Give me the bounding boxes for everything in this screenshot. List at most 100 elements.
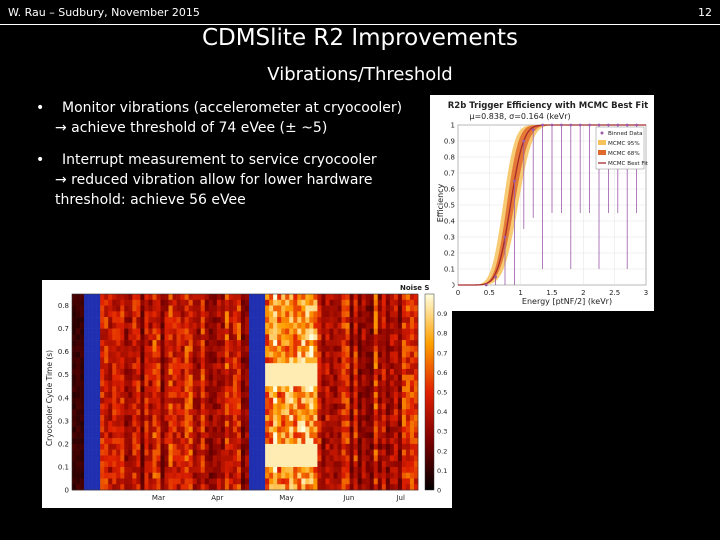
heatmap-cell bbox=[240, 357, 246, 364]
heatmap-cell bbox=[100, 397, 105, 404]
heatmap-cell bbox=[180, 305, 185, 312]
heatmap-cell bbox=[361, 363, 366, 370]
heatmap-cell bbox=[172, 374, 177, 381]
heatmap-cell bbox=[160, 334, 165, 341]
heatmap-cell bbox=[240, 380, 246, 387]
heatmap-cell bbox=[108, 420, 113, 427]
heatmap-cell bbox=[253, 351, 258, 358]
heatmap-cell bbox=[349, 340, 354, 347]
heatmap-cell bbox=[236, 415, 242, 422]
heatmap-cell bbox=[236, 443, 242, 450]
heatmap-cell bbox=[345, 368, 350, 376]
heatmap-cell bbox=[397, 345, 403, 352]
heatmap-cell bbox=[76, 409, 81, 416]
heatmap-cell bbox=[176, 357, 181, 364]
heatmap-cell bbox=[293, 461, 298, 468]
heatmap-cell bbox=[80, 484, 85, 491]
heatmap-cell bbox=[405, 351, 411, 358]
x-tick-label: 1 bbox=[518, 289, 522, 297]
heatmap-cell bbox=[76, 357, 81, 364]
heatmap-cell bbox=[393, 449, 399, 456]
heatmap-cell bbox=[333, 351, 338, 358]
heatmap-cell bbox=[397, 328, 403, 335]
heatmap-cell bbox=[76, 380, 81, 387]
heatmap-cell bbox=[204, 345, 210, 352]
heatmap-cell bbox=[325, 484, 330, 491]
heatmap-cell bbox=[305, 368, 310, 376]
heatmap-cell bbox=[148, 415, 153, 422]
heatmap-cell bbox=[345, 426, 350, 433]
heatmap-cell bbox=[180, 449, 185, 456]
heatmap-cell bbox=[317, 449, 322, 456]
heatmap-cell bbox=[156, 455, 161, 462]
heatmap-cell bbox=[337, 311, 342, 318]
heatmap-cell bbox=[365, 415, 371, 422]
heatmap-cell bbox=[353, 472, 358, 479]
heatmap-cell bbox=[345, 432, 350, 439]
heatmap-cell bbox=[200, 409, 206, 416]
heatmap-cell bbox=[289, 484, 294, 491]
heatmap-cell bbox=[228, 478, 234, 485]
heatmap-cell bbox=[249, 345, 254, 352]
heatmap-cell bbox=[88, 432, 93, 439]
heatmap-cell bbox=[409, 322, 415, 329]
heatmap-cell bbox=[365, 426, 371, 433]
heatmap-cell bbox=[305, 438, 310, 445]
y-tick-label: 0.7 bbox=[444, 170, 455, 178]
heatmap-cell bbox=[140, 478, 145, 485]
heatmap-cell bbox=[273, 484, 278, 491]
heatmap-cell bbox=[140, 426, 145, 433]
x-tick-label: 3 bbox=[644, 289, 648, 297]
heatmap-cell bbox=[232, 397, 238, 404]
heatmap-cell bbox=[180, 340, 185, 347]
heatmap-cell bbox=[144, 311, 149, 318]
heatmap-cell bbox=[249, 322, 254, 329]
heatmap-cell bbox=[180, 311, 185, 318]
heatmap-cell bbox=[192, 374, 198, 381]
heatmap-cell bbox=[104, 443, 109, 450]
heatmap-cell bbox=[317, 484, 322, 491]
heatmap-cell bbox=[224, 380, 230, 387]
heatmap-cell bbox=[281, 299, 286, 306]
heatmap-cell bbox=[168, 380, 173, 387]
heatmap-cell bbox=[377, 299, 383, 306]
heatmap-cell bbox=[377, 466, 383, 474]
heatmap-cell bbox=[152, 432, 157, 439]
heatmap-cell bbox=[405, 294, 411, 301]
heatmap-cell bbox=[212, 403, 218, 410]
heatmap-cell bbox=[277, 322, 282, 329]
heatmap-cell bbox=[220, 380, 226, 387]
heatmap-cell bbox=[361, 426, 366, 433]
heatmap-cell bbox=[269, 334, 274, 341]
heatmap-cell bbox=[333, 420, 338, 427]
heatmap-cell bbox=[180, 472, 185, 479]
heatmap-cell bbox=[96, 478, 101, 485]
heatmap-cell bbox=[261, 415, 266, 422]
heatmap-cell bbox=[365, 438, 371, 445]
heatmap-cell bbox=[353, 443, 358, 450]
heatmap-cell bbox=[152, 363, 157, 370]
heatmap-cell bbox=[200, 415, 206, 422]
heatmap-cell bbox=[313, 311, 318, 318]
heatmap-cell bbox=[345, 294, 350, 301]
heatmap-cell bbox=[168, 472, 173, 479]
heatmap-cell bbox=[333, 415, 338, 422]
heatmap-cell bbox=[204, 294, 210, 301]
heatmap-cell bbox=[325, 345, 330, 352]
heatmap-cell bbox=[265, 409, 270, 416]
heatmap-cell bbox=[397, 472, 403, 479]
heatmap-cell bbox=[216, 420, 222, 427]
heatmap-cell bbox=[160, 478, 165, 485]
heatmap-cell bbox=[265, 380, 270, 387]
heatmap-cell bbox=[393, 426, 399, 433]
heatmap-cell bbox=[84, 357, 89, 364]
heatmap-cell bbox=[152, 420, 157, 427]
heatmap-cell bbox=[100, 305, 105, 312]
heatmap-cell bbox=[365, 357, 371, 364]
heatmap-cell bbox=[297, 455, 302, 462]
heatmap-cell bbox=[76, 363, 81, 370]
heatmap-cell bbox=[337, 420, 342, 427]
heatmap-cell bbox=[329, 409, 334, 416]
heatmap-cell bbox=[337, 374, 342, 381]
heatmap-cell bbox=[188, 432, 193, 439]
